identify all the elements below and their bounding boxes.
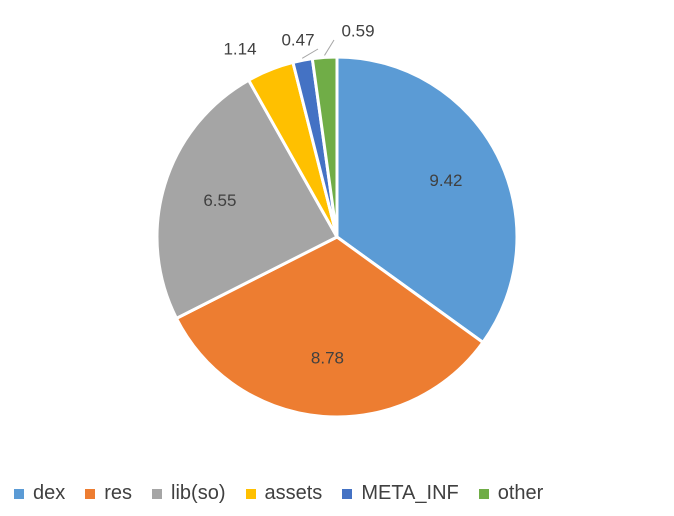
- pie-slice-dex: [335, 55, 519, 344]
- legend: dex res lib(so) assets META_INF other: [14, 482, 563, 505]
- data-label-assets: 1.14: [223, 39, 256, 58]
- legend-swatch-assets: [245, 488, 256, 499]
- legend-swatch-meta-inf: [342, 488, 353, 499]
- legend-swatch-other: [478, 488, 489, 499]
- legend-label-res: res: [104, 482, 133, 504]
- legend-label-other: other: [497, 482, 544, 504]
- data-label-dex: 9.42: [429, 171, 462, 190]
- data-label-res: 8.78: [311, 349, 344, 368]
- legend-item-dex: dex: [14, 482, 65, 505]
- legend-label-lib: lib(so): [171, 482, 226, 504]
- legend-item-lib: lib(so): [152, 482, 226, 505]
- pie-slice-res: [174, 235, 485, 419]
- pie-slice-lib: [155, 78, 339, 320]
- legend-swatch-lib: [152, 488, 163, 499]
- data-label-lib: 6.55: [203, 191, 236, 210]
- legend-label-assets: assets: [264, 482, 323, 504]
- legend-label-meta-inf: META_INF: [361, 482, 459, 504]
- leader-line-meta-inf: [301, 48, 319, 59]
- pie-slice-other: [310, 55, 339, 239]
- data-label-meta-inf: 0.47: [281, 30, 314, 49]
- legend-swatch-res: [85, 488, 96, 499]
- pie-chart: 9.42 8.78 6.55 1.14 0.47 0.59: [155, 21, 519, 419]
- data-label-other: 0.59: [341, 21, 374, 40]
- legend-item-res: res: [85, 482, 132, 505]
- legend-item-meta-inf: META_INF: [342, 482, 459, 505]
- leader-line-other: [324, 39, 335, 56]
- legend-item-assets: assets: [245, 482, 323, 505]
- legend-label-dex: dex: [33, 482, 66, 504]
- legend-item-other: other: [478, 482, 544, 505]
- legend-swatch-dex: [14, 488, 24, 499]
